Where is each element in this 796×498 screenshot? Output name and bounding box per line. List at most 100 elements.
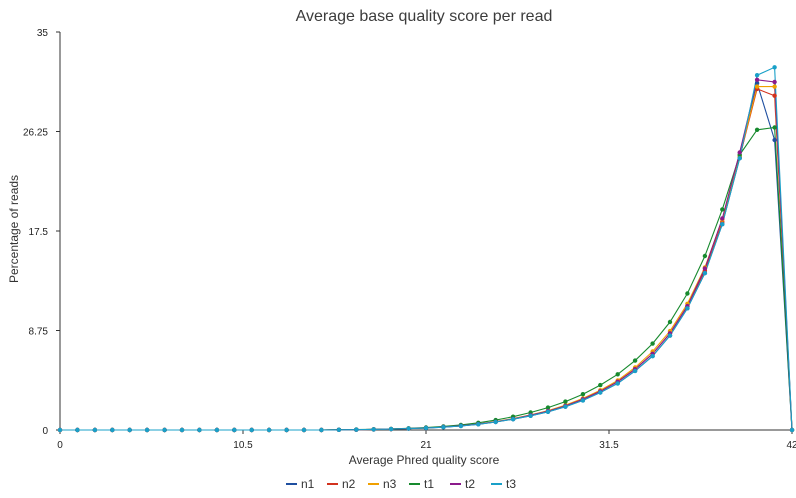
series-line-t3 xyxy=(60,66,793,431)
data-point-n1 xyxy=(772,137,777,143)
x-tick-label: 31.5 xyxy=(599,440,619,451)
data-point-t3 xyxy=(57,427,63,433)
data-point-t3 xyxy=(458,423,464,429)
data-point-t3 xyxy=(580,398,586,403)
legend-item-n3[interactable]: n3 xyxy=(368,477,397,491)
data-point-t3 xyxy=(214,427,220,433)
legend-label: n2 xyxy=(342,477,356,491)
data-point-t3 xyxy=(632,368,638,374)
axes: 0 8.75 17.5 26.25 35 0 10.5 21 31.5 42 xyxy=(23,28,796,451)
legend-item-n1[interactable]: n1 xyxy=(286,477,315,491)
data-point-n3 xyxy=(754,84,760,89)
data-point-t1 xyxy=(580,392,586,397)
data-point-t3 xyxy=(545,409,551,414)
series-line-t2 xyxy=(60,79,793,431)
series-line-t1 xyxy=(60,126,793,431)
data-point-t3 xyxy=(110,427,115,433)
legend-item-t3[interactable]: t3 xyxy=(491,477,516,491)
data-point-t3 xyxy=(737,156,742,161)
data-point-t1 xyxy=(667,319,673,325)
data-point-t3 xyxy=(598,390,603,395)
x-tick-label: 21 xyxy=(420,440,432,451)
data-point-t3 xyxy=(249,427,254,433)
series-line-n1 xyxy=(60,81,793,431)
data-point-t1 xyxy=(598,382,603,388)
data-point-t1 xyxy=(754,127,760,132)
legend-item-t1[interactable]: t1 xyxy=(409,477,434,491)
data-point-t1 xyxy=(702,253,708,259)
data-point-t2 xyxy=(754,77,760,83)
y-tick-label: 26.25 xyxy=(23,128,48,139)
data-point-t3 xyxy=(179,427,185,433)
data-point-t3 xyxy=(162,427,167,433)
data-point-t3 xyxy=(754,73,760,78)
data-point-t3 xyxy=(789,427,795,433)
data-point-t3 xyxy=(92,427,98,433)
legend-label: t3 xyxy=(506,477,516,491)
data-point-t3 xyxy=(232,427,237,433)
data-point-t3 xyxy=(702,270,708,276)
data-point-t3 xyxy=(510,417,516,422)
data-point-t3 xyxy=(441,425,446,430)
data-point-t1 xyxy=(685,291,690,296)
legend-item-t2[interactable]: t2 xyxy=(450,477,475,491)
series-points xyxy=(57,65,795,433)
data-point-t3 xyxy=(423,425,429,431)
data-point-t3 xyxy=(319,427,324,433)
x-tick-label: 0 xyxy=(57,440,63,451)
x-axis-label: Average Phred quality score xyxy=(349,453,500,467)
data-point-t1 xyxy=(615,372,620,377)
y-tick-label: 0 xyxy=(42,426,48,437)
legend-label: n1 xyxy=(301,477,315,491)
data-point-t1 xyxy=(563,399,568,404)
data-point-t3 xyxy=(720,222,725,227)
legend-label: t1 xyxy=(424,477,434,491)
data-point-t1 xyxy=(632,358,638,363)
data-point-t3 xyxy=(406,426,411,431)
data-point-t3 xyxy=(388,426,394,432)
y-tick-label: 17.5 xyxy=(29,227,49,238)
legend[interactable]: n1 n2 n3 t1 t2 t3 xyxy=(286,477,516,491)
data-point-t3 xyxy=(615,381,620,386)
data-point-t3 xyxy=(371,427,376,432)
legend-item-n2[interactable]: n2 xyxy=(327,477,356,491)
series-line-n3 xyxy=(60,86,793,431)
data-point-t3 xyxy=(127,427,132,433)
data-point-t3 xyxy=(493,419,498,425)
data-point-t2 xyxy=(702,266,708,271)
series-line-n2 xyxy=(60,88,793,431)
legend-label: n3 xyxy=(383,477,397,491)
data-point-t1 xyxy=(650,341,655,346)
data-point-t2 xyxy=(737,150,742,155)
data-point-n2 xyxy=(772,93,777,98)
data-point-t3 xyxy=(301,427,307,433)
data-point-t3 xyxy=(528,413,533,418)
data-point-n3 xyxy=(772,84,777,89)
data-point-n1 xyxy=(754,81,760,86)
data-point-t3 xyxy=(476,422,481,427)
data-point-t3 xyxy=(284,427,289,433)
data-point-t3 xyxy=(685,306,690,311)
data-point-t2 xyxy=(772,79,777,85)
data-point-t3 xyxy=(667,333,673,338)
data-point-t3 xyxy=(266,427,272,433)
data-point-t3 xyxy=(336,427,342,432)
x-tick-label: 42 xyxy=(786,440,796,451)
data-point-t3 xyxy=(650,353,655,359)
data-point-t1 xyxy=(720,207,725,212)
y-tick-label: 8.75 xyxy=(29,327,49,338)
chart-title: Average base quality score per read xyxy=(296,8,553,25)
legend-label: t2 xyxy=(465,477,475,491)
data-point-t1 xyxy=(545,405,551,410)
x-tick-label: 10.5 xyxy=(233,440,253,451)
data-point-t3 xyxy=(144,427,150,433)
data-point-t1 xyxy=(772,125,777,130)
series-lines xyxy=(60,66,793,431)
data-point-t3 xyxy=(75,427,80,433)
data-point-t3 xyxy=(197,427,202,433)
data-point-t3 xyxy=(772,65,777,70)
y-axis-label: Percentage of reads xyxy=(7,175,21,283)
data-point-t3 xyxy=(354,427,359,432)
data-point-t2 xyxy=(720,216,725,221)
